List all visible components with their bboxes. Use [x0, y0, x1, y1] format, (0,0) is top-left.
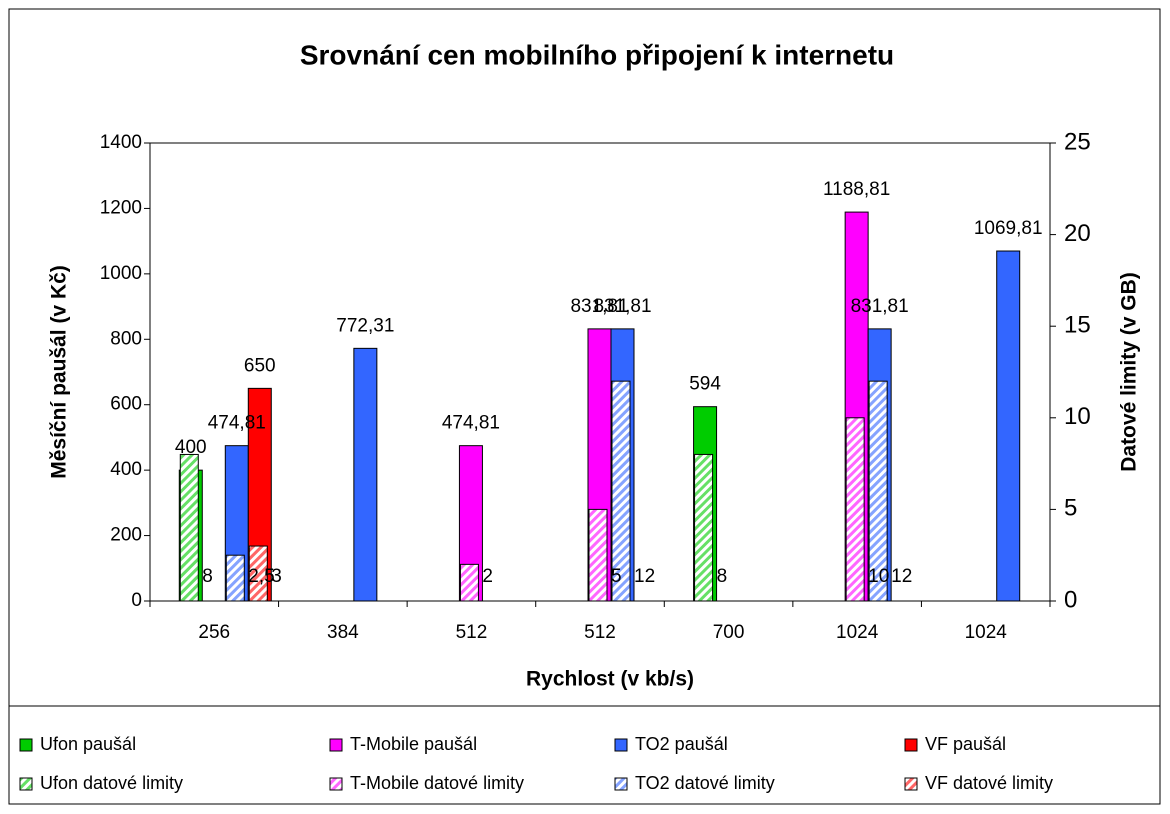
legend-label: VF paušál	[925, 734, 1006, 754]
data-label: 831,81	[851, 296, 909, 317]
limit-bar	[225, 554, 245, 602]
data-label: 1188,81	[823, 179, 890, 200]
legend-label: TO2 datové limity	[635, 773, 775, 793]
x-tick-label: 384	[327, 622, 359, 643]
data-label: 8	[717, 566, 728, 587]
y-tick-label: 1000	[100, 263, 142, 284]
data-label: 474,81	[208, 413, 266, 434]
legend-swatch	[904, 777, 918, 791]
legend-label: TO2 paušál	[635, 734, 728, 754]
price-bar	[353, 347, 378, 602]
x-axis-title: Rychlost (v kb/s)	[526, 668, 694, 691]
x-tick-label: 512	[584, 622, 616, 643]
limit-bar	[459, 563, 479, 602]
y2-axis-title: Datové limity (v GB)	[1118, 272, 1141, 472]
data-label: 1069,81	[974, 218, 1043, 239]
price-bar	[996, 250, 1021, 602]
x-tick-label: 1024	[836, 622, 879, 643]
y-tick-label: 400	[110, 459, 142, 480]
y-tick-label: 1400	[100, 132, 142, 153]
x-tick-label: 1024	[965, 622, 1008, 643]
y2-tick-label: 25	[1064, 128, 1091, 155]
limit-bar	[845, 417, 865, 602]
y2-tick-label: 15	[1064, 312, 1091, 339]
x-tick-label: 700	[713, 622, 745, 643]
legend-swatch	[614, 738, 628, 752]
limit-bar	[179, 453, 199, 602]
legend-swatch	[904, 738, 918, 752]
data-label: 3	[271, 566, 282, 587]
data-label: 5	[611, 566, 622, 587]
y-axis-title: Měsíční paušál (v Kč)	[48, 265, 71, 479]
limit-bar	[868, 380, 888, 602]
y-tick-label: 800	[110, 328, 142, 349]
data-label: 650	[244, 355, 276, 376]
legend-label: T-Mobile paušál	[350, 734, 477, 754]
limit-bar	[248, 545, 268, 602]
data-label: 12	[891, 566, 912, 587]
data-label: 2	[482, 566, 493, 587]
legend-swatch	[19, 738, 33, 752]
data-label: 594	[689, 374, 721, 395]
y-tick-label: 200	[110, 525, 142, 546]
data-label: 10	[868, 566, 889, 587]
y2-tick-label: 20	[1064, 220, 1091, 247]
chart-title: Srovnání cen mobilního připojení k inter…	[300, 39, 894, 70]
y-tick-label: 1200	[100, 197, 142, 218]
data-label: 2,5	[248, 566, 274, 587]
y-tick-label: 0	[131, 590, 142, 611]
data-label: 831,81	[593, 296, 651, 317]
data-label: 400	[175, 437, 207, 458]
limit-bar	[694, 453, 714, 602]
limit-bar	[611, 380, 631, 602]
legend-swatch	[19, 777, 33, 791]
legend-swatch	[614, 777, 628, 791]
y2-tick-label: 5	[1064, 495, 1077, 522]
data-label: 831,81	[570, 296, 628, 317]
y-tick-label: 600	[110, 394, 142, 415]
data-label: 772,31	[336, 315, 394, 336]
data-label: 474,81	[442, 413, 500, 434]
data-label: 8	[202, 566, 213, 587]
data-label: 12	[634, 566, 655, 587]
y2-tick-label: 10	[1064, 403, 1091, 430]
legend-swatch	[329, 777, 343, 791]
legend-label: Ufon paušál	[40, 734, 136, 754]
y2-tick-label: 0	[1064, 586, 1077, 613]
legend-swatch	[329, 738, 343, 752]
x-tick-label: 256	[198, 622, 230, 643]
limit-bar	[588, 508, 608, 602]
legend-label: Ufon datové limity	[40, 773, 183, 793]
legend-label: VF datové limity	[925, 773, 1053, 793]
chart-frame	[8, 8, 1161, 805]
legend-label: T-Mobile datové limity	[350, 773, 524, 793]
x-tick-label: 512	[456, 622, 488, 643]
